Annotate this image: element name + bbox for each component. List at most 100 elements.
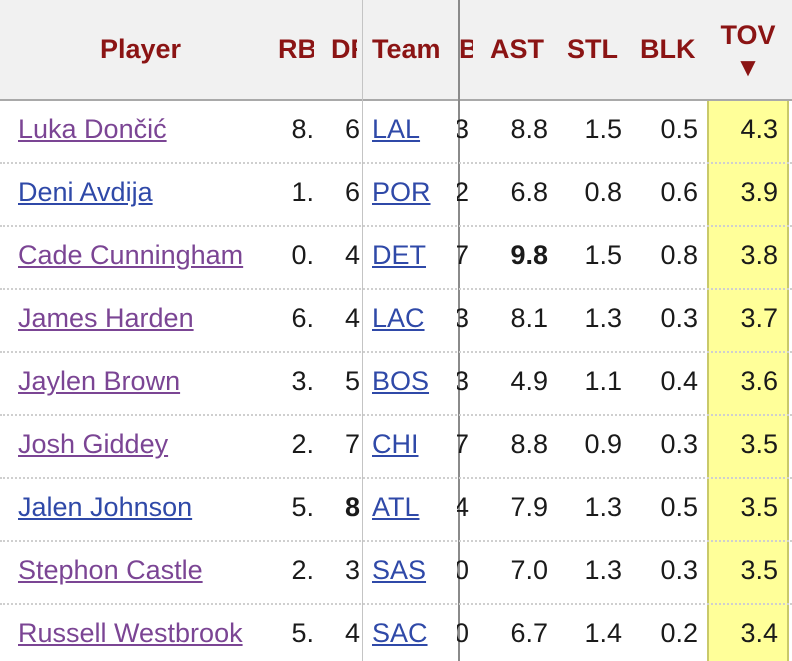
cell-trb: .1: [291, 177, 314, 207]
cell-tov: 3.4: [740, 618, 778, 648]
cell-drb: 4: [345, 618, 360, 648]
cell-drb: 5: [345, 366, 360, 396]
cell-stl: 1.5: [584, 240, 622, 270]
header-team[interactable]: Team: [372, 34, 441, 64]
cell-team[interactable]: BOS: [372, 366, 430, 396]
cell-trb: .2: [291, 555, 314, 585]
row-divider: [0, 225, 792, 227]
cell-ast: 8.8: [510, 429, 548, 459]
cell-trb: .8: [291, 114, 314, 144]
cell-tov: 3.8: [740, 240, 778, 270]
header-orb[interactable]: B: [459, 34, 473, 64]
cell-player[interactable]: Russell Westbrook: [18, 618, 243, 648]
cell-ast: 8.1: [510, 303, 548, 333]
row-divider: [0, 540, 792, 542]
header-blk[interactable]: BLK: [640, 34, 696, 64]
cell-ast: 8.8: [510, 114, 548, 144]
cell-blk: 0.8: [660, 240, 698, 270]
cell-tov: 3.9: [740, 177, 778, 207]
row-divider: [0, 603, 792, 605]
cell-player[interactable]: Josh Giddey: [18, 429, 169, 459]
header-tov[interactable]: TOV ▼: [709, 0, 787, 99]
cell-drb: 6: [345, 114, 360, 144]
cell-team[interactable]: CHI: [372, 429, 419, 459]
cell-drb: 7: [345, 429, 360, 459]
header-player[interactable]: Player: [100, 34, 182, 64]
cell-orb: 3: [457, 366, 469, 396]
cell-stl: 1.3: [584, 555, 622, 585]
cell-player[interactable]: James Harden: [18, 303, 194, 333]
cell-stl: 0.8: [584, 177, 622, 207]
cell-team[interactable]: ATL: [372, 492, 420, 522]
header-tov-label: TOV: [720, 20, 776, 50]
cell-orb: 2: [457, 177, 469, 207]
cell-ast: 7.0: [510, 555, 548, 585]
cell-player[interactable]: Deni Avdija: [18, 177, 153, 207]
cell-tov: 3.6: [740, 366, 778, 396]
header-trb[interactable]: RB: [278, 34, 314, 64]
cell-stl: 1.5: [584, 114, 622, 144]
cell-orb: 7: [457, 240, 469, 270]
cell-trb: .6: [291, 303, 314, 333]
row-divider: [0, 477, 792, 479]
cell-player[interactable]: Jalen Johnson: [18, 492, 193, 522]
cell-blk: 0.3: [660, 555, 698, 585]
cell-player[interactable]: Stephon Castle: [18, 555, 203, 585]
frozen-column-divider: [458, 0, 460, 661]
cell-trb: .3: [291, 366, 314, 396]
cell-ast: 7.9: [510, 492, 548, 522]
cell-player[interactable]: Cade Cunningham: [18, 240, 244, 270]
cell-drb: 3: [345, 555, 360, 585]
cell-orb: 7: [457, 429, 469, 459]
cell-blk: 0.2: [660, 618, 698, 648]
cell-drb: 4: [345, 240, 360, 270]
cell-blk: 0.3: [660, 429, 698, 459]
cell-trb: .5: [291, 618, 314, 648]
tov-column-highlight: [707, 0, 789, 661]
cell-team[interactable]: SAC: [372, 618, 428, 648]
cell-team[interactable]: LAL: [372, 114, 421, 144]
cell-player[interactable]: Luka Dončić: [18, 114, 167, 144]
cell-trb: .2: [291, 429, 314, 459]
header-ast[interactable]: AST: [490, 34, 544, 64]
row-divider: [0, 288, 792, 290]
cell-ast: 6.7: [510, 618, 548, 648]
header-drb[interactable]: DR: [331, 34, 357, 64]
header-stl[interactable]: STL: [567, 34, 618, 64]
cell-drb: 4: [345, 303, 360, 333]
cell-ast: 4.9: [510, 366, 548, 396]
cell-orb: 3: [457, 114, 469, 144]
cell-team[interactable]: LAC: [372, 303, 425, 333]
cell-orb: 0: [457, 555, 469, 585]
cell-blk: 0.4: [660, 366, 698, 396]
row-divider: [0, 414, 792, 416]
cell-trb: .5: [291, 492, 314, 522]
cell-orb: 4: [457, 492, 469, 522]
cell-orb: 3: [457, 303, 469, 333]
cell-trb: .0: [291, 240, 314, 270]
cell-team[interactable]: DET: [372, 240, 426, 270]
cell-team[interactable]: SAS: [372, 555, 427, 585]
cell-blk: 0.3: [660, 303, 698, 333]
cell-blk: 0.5: [660, 492, 698, 522]
cell-tov: 3.7: [740, 303, 778, 333]
table-header: [0, 0, 792, 101]
cell-team[interactable]: POR: [372, 177, 431, 207]
cell-tov: 3.5: [740, 555, 778, 585]
cell-tov: 3.5: [740, 429, 778, 459]
cell-blk: 0.6: [660, 177, 698, 207]
cell-tov: 4.3: [740, 114, 778, 144]
cell-stl: 0.9: [584, 429, 622, 459]
cell-player[interactable]: Jaylen Brown: [18, 366, 181, 396]
cell-ast: 6.8: [510, 177, 548, 207]
cell-stl: 1.1: [584, 366, 622, 396]
cell-stl: 1.4: [584, 618, 622, 648]
cell-ast: 9.8: [510, 240, 548, 270]
row-divider: [0, 162, 792, 164]
cell-stl: 1.3: [584, 492, 622, 522]
cell-drb: 8: [345, 492, 360, 522]
cell-orb: 0: [457, 618, 469, 648]
triangle-down-icon: ▼: [735, 52, 761, 82]
cell-blk: 0.5: [660, 114, 698, 144]
cell-stl: 1.3: [584, 303, 622, 333]
